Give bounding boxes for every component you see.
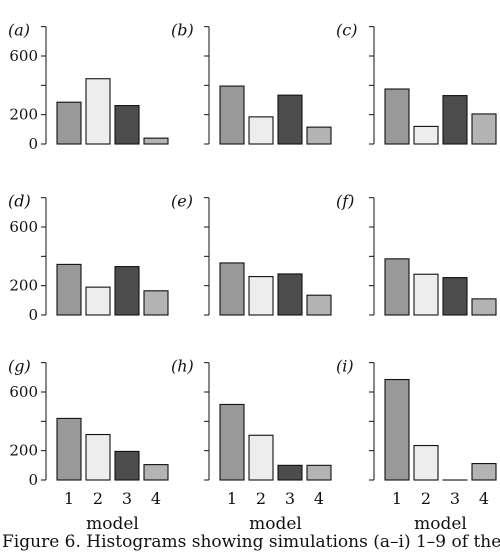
bar-model-3	[114, 450, 140, 481]
bar-model-4	[306, 464, 332, 481]
bar-model-3	[442, 277, 468, 316]
x-tick-label: 3	[450, 489, 460, 508]
bar-model-4	[306, 126, 332, 145]
y-tick-label: 600	[9, 218, 38, 236]
y-tick-label: 600	[9, 383, 38, 401]
bar-model-1	[56, 101, 82, 145]
bar-model-3	[277, 273, 303, 316]
bar-model-1	[384, 258, 410, 316]
y-tick-label: 0	[28, 135, 38, 153]
bar-model-1	[219, 262, 245, 316]
x-tick-label: 3	[122, 489, 132, 508]
bar-model-1	[56, 263, 82, 316]
y-tick-label: 600	[9, 47, 38, 65]
panel-label: (i)	[336, 357, 354, 376]
panel-label: (e)	[171, 192, 193, 211]
bar-model-2	[85, 286, 111, 316]
bar-model-2	[413, 273, 439, 316]
x-tick-label: 4	[151, 489, 161, 508]
x-tick-label: 4	[479, 489, 489, 508]
panel-label: (d)	[8, 192, 31, 211]
bar-model-3	[277, 94, 303, 145]
y-tick-label: 0	[28, 306, 38, 324]
bar-model-3	[277, 464, 303, 481]
bar-model-3	[114, 266, 140, 316]
x-tick-label: 3	[285, 489, 295, 508]
x-axis-label: model	[414, 514, 467, 530]
bar-model-2	[413, 444, 439, 481]
x-tick-label: 2	[93, 489, 103, 508]
bar-model-4	[143, 464, 169, 481]
x-tick-label: 2	[256, 489, 266, 508]
bar-model-1	[219, 85, 245, 145]
bar-model-1	[56, 417, 82, 481]
y-tick-label: 0	[28, 471, 38, 489]
bar-model-1	[219, 403, 245, 481]
figure-svg: (a) 0 200 600 (b) (c) (d) 0 200 600 (e) (f) (g) 0 200 6…	[8, 21, 497, 530]
x-tick-label: 4	[314, 489, 324, 508]
x-tick-label: 1	[64, 489, 74, 508]
x-tick-label: 1	[392, 489, 402, 508]
figure-caption: Figure 6. Histograms showing simulations…	[2, 532, 500, 552]
bar-model-4	[306, 294, 332, 316]
bar-model-4	[471, 298, 497, 316]
bar-model-4	[143, 137, 169, 145]
bar-model-2	[248, 116, 274, 145]
bar-model-4	[471, 463, 497, 481]
panel-label: (h)	[171, 357, 194, 376]
bar-model-2	[248, 434, 274, 481]
panel-label: (f)	[336, 192, 354, 211]
bar-model-2	[413, 125, 439, 145]
x-tick-label: 1	[227, 489, 237, 508]
bar-model-3	[114, 105, 140, 145]
x-axis-label: model	[86, 514, 139, 530]
bar-model-4	[471, 113, 497, 145]
y-tick-label: 200	[9, 442, 38, 460]
x-tick-label: 2	[421, 489, 431, 508]
panel-label: (a)	[8, 21, 30, 40]
bar-model-2	[85, 78, 111, 145]
y-tick-label: 200	[9, 106, 38, 124]
y-tick-label: 200	[9, 277, 38, 295]
bar-model-1	[384, 88, 410, 145]
bar-model-2	[248, 276, 274, 316]
panel-label: (g)	[8, 357, 31, 376]
panel-label: (c)	[336, 21, 357, 40]
bar-model-1	[384, 378, 410, 481]
bar-model-2	[85, 433, 111, 481]
x-axis-label: model	[249, 514, 302, 530]
bar-model-3	[442, 95, 468, 145]
panel-label: (b)	[171, 21, 194, 40]
bar-model-4	[143, 290, 169, 316]
